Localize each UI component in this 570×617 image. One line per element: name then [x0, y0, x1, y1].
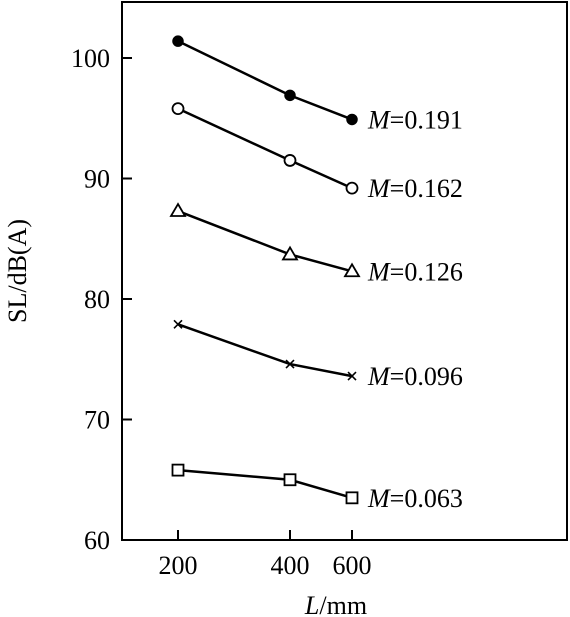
data-point-600	[345, 181, 359, 195]
x-axis-var: L	[304, 591, 319, 617]
y-tick-label-60: 60	[84, 526, 110, 555]
data-point-600	[346, 113, 358, 126]
data-point-600	[345, 491, 359, 505]
data-point-600	[347, 371, 357, 381]
plot-frame	[121, 1, 568, 541]
series-label: M=0.063	[367, 484, 463, 513]
series-line	[177, 468, 353, 500]
y-axis-title: SL/dB(A)	[3, 219, 32, 323]
series-m-0.063: M=0.063	[171, 463, 463, 513]
series-label: M=0.162	[367, 174, 463, 203]
data-point-400	[284, 89, 296, 102]
data-point-200	[171, 102, 185, 116]
x-tick-label-200: 200	[159, 551, 198, 580]
x-tick-label-600: 600	[333, 551, 372, 580]
series-m-0.191: M=0.191	[172, 35, 463, 134]
data-point-200	[169, 202, 187, 217]
y-axis: 60 70 80 90 100	[71, 44, 132, 555]
series-label-value: =0.096	[390, 362, 463, 391]
y-tick-label-70: 70	[84, 406, 110, 435]
series-m-0.096: M=0.096	[173, 319, 463, 391]
y-tick-label-80: 80	[84, 285, 110, 314]
series-line	[177, 40, 353, 121]
data-point-400	[285, 359, 295, 369]
series-line	[177, 209, 353, 273]
x-axis-title: L/mm	[304, 591, 367, 617]
data-point-200	[173, 319, 183, 329]
data-point-400	[281, 245, 299, 261]
series-m-0.126: M=0.126	[169, 202, 463, 286]
y-tick-label-90: 90	[84, 165, 110, 194]
series-label-value: =0.191	[390, 105, 463, 134]
data-point-200	[171, 463, 185, 477]
x-axis: 200 400 600	[159, 530, 372, 580]
series-label-value: =0.162	[390, 174, 463, 203]
series-label-var: M	[367, 484, 391, 513]
series-label-value: =0.063	[390, 484, 463, 513]
y-tick-label-100: 100	[71, 44, 110, 73]
x-axis-unit: /mm	[319, 591, 367, 617]
series-label: M=0.096	[367, 362, 463, 391]
series-label-value: =0.126	[390, 257, 463, 286]
series-label: M=0.126	[367, 257, 463, 286]
series-label-var: M	[367, 105, 391, 134]
data-point-600	[343, 262, 361, 278]
data-point-400	[283, 154, 297, 167]
data-point-200	[172, 35, 184, 47]
series-label: M=0.191	[367, 105, 463, 134]
series-line	[177, 323, 353, 378]
data-point-400	[283, 473, 297, 487]
series-line	[177, 107, 353, 190]
series-label-var: M	[367, 174, 391, 203]
x-tick-label-400: 400	[271, 551, 310, 580]
series-label-var: M	[367, 257, 391, 286]
series-m-0.162: M=0.162	[171, 102, 463, 203]
series-label-var: M	[367, 362, 391, 391]
